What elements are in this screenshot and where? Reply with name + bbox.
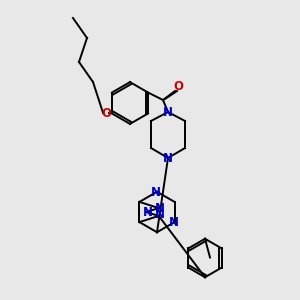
Text: N: N (143, 206, 153, 218)
Text: O: O (173, 80, 183, 94)
Text: O: O (101, 107, 111, 120)
Text: N: N (151, 186, 161, 199)
Text: N: N (169, 216, 178, 229)
Text: N: N (155, 208, 165, 221)
Text: N: N (163, 152, 173, 164)
Text: N: N (155, 202, 165, 214)
Text: N: N (163, 106, 173, 118)
